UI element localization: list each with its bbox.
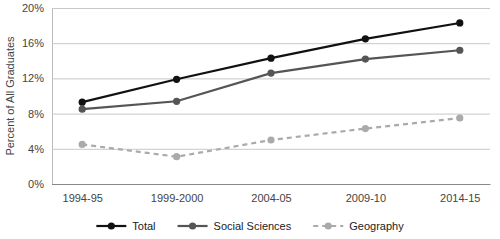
series [79,47,464,113]
series-marker [456,47,463,54]
y-axis-line [52,9,53,185]
plot: 0% 4% 8% 12% 16% 20% 1994-95 1999-2000 2004-05 20… [22,2,491,204]
y-tick: 4% [28,143,490,155]
x-tick-label: 2009-10 [346,192,386,204]
grid-line [52,43,490,44]
x-tick-label: 1994-95 [63,192,103,204]
x-axis: 1994-95 1999-2000 2004-05 2009-10 2014-15 [53,184,491,204]
legend-item: Geography [313,220,404,232]
series-marker [267,136,274,143]
y-tick-label: 12% [22,72,44,84]
grid-line [52,114,490,115]
grid-line [52,78,490,79]
series [79,19,464,105]
legend-label: Social Sciences [214,220,292,232]
legend: Total Social Sciences Geography [96,220,404,232]
series-marker [362,125,369,132]
legend-item: Social Sciences [178,220,292,232]
x-tick: 2014-15 [440,184,480,204]
series-line [82,23,460,102]
grid-line [52,8,490,9]
x-tick: 2004-05 [251,184,291,204]
series-marker [79,99,86,106]
legend-marker [108,222,115,229]
series-marker [173,76,180,83]
series [79,114,464,160]
x-tick-label: 1999-2000 [151,192,204,204]
series-line [82,118,460,157]
y-tick-label: 0% [28,178,44,190]
series-marker [79,106,86,113]
y-tick-label: 4% [28,143,44,155]
x-tick: 2009-10 [346,184,386,204]
legend-marker [189,222,196,229]
series-marker [362,55,369,62]
legend-item: Total [96,220,155,232]
y-tick: 8% [28,108,490,120]
grid-line [52,149,490,150]
legend-label: Geography [349,220,404,232]
x-axis-line [53,184,491,185]
x-tick: 1999-2000 [151,184,204,204]
series-line [82,50,460,109]
y-tick-label: 20% [22,2,44,14]
series-group [79,19,464,160]
y-tick: 20% [22,2,490,14]
y-tick: 0% [28,178,490,190]
chart: 0% 4% 8% 12% 16% 20% 1994-95 1999-2000 2004-05 20… [0,0,500,239]
series-marker [173,153,180,160]
legend-label: Total [132,220,155,232]
y-tick-label: 16% [22,37,44,49]
series-marker [79,141,86,148]
grid-line [52,184,490,185]
y-tick: 16% [22,37,490,49]
legend-marker [325,222,332,229]
y-axis-title: Percent of All Graduates [4,36,16,156]
y-tick-label: 8% [28,108,44,120]
y-axis: 0% 4% 8% 12% 16% 20% [22,2,490,190]
series-marker [173,98,180,105]
series-marker [362,35,369,42]
series-marker [456,19,463,26]
series-marker [456,114,463,121]
series-marker [267,55,274,62]
x-tick: 1994-95 [63,184,103,204]
x-tick-label: 2014-15 [440,192,480,204]
x-tick-label: 2004-05 [251,192,291,204]
series-marker [267,70,274,77]
